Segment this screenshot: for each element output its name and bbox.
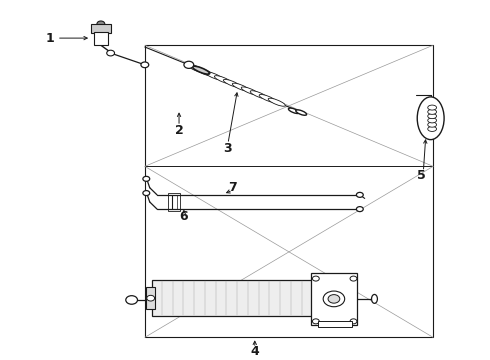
Text: 5: 5: [416, 169, 425, 182]
Text: 7: 7: [228, 181, 237, 194]
Ellipse shape: [232, 83, 249, 91]
Ellipse shape: [428, 122, 437, 127]
Circle shape: [107, 50, 115, 56]
Ellipse shape: [196, 68, 214, 76]
Circle shape: [350, 319, 357, 324]
Ellipse shape: [259, 94, 276, 103]
Text: 1: 1: [45, 32, 54, 45]
Ellipse shape: [428, 114, 437, 118]
Ellipse shape: [188, 64, 205, 72]
Ellipse shape: [296, 110, 307, 115]
Ellipse shape: [428, 109, 437, 114]
Ellipse shape: [428, 126, 437, 131]
Bar: [152, 280, 314, 316]
Circle shape: [356, 192, 363, 197]
Circle shape: [350, 276, 357, 281]
Circle shape: [141, 62, 149, 68]
Circle shape: [147, 295, 155, 301]
Bar: [311, 273, 357, 325]
Ellipse shape: [289, 108, 299, 113]
Ellipse shape: [250, 91, 268, 99]
Circle shape: [328, 294, 340, 303]
Circle shape: [356, 207, 363, 212]
Bar: [91, 24, 111, 33]
Bar: [168, 193, 180, 211]
Ellipse shape: [241, 87, 259, 95]
Ellipse shape: [428, 118, 437, 123]
Text: 4: 4: [250, 345, 259, 358]
Circle shape: [97, 21, 105, 27]
Ellipse shape: [371, 294, 377, 303]
Circle shape: [126, 296, 138, 304]
Circle shape: [323, 291, 344, 307]
Ellipse shape: [215, 76, 232, 84]
Ellipse shape: [428, 105, 437, 110]
Circle shape: [313, 276, 319, 281]
Ellipse shape: [417, 97, 444, 140]
Text: 2: 2: [174, 124, 183, 137]
Circle shape: [313, 319, 319, 324]
Bar: [318, 321, 352, 327]
Bar: [147, 288, 155, 309]
Bar: [94, 32, 108, 45]
Circle shape: [143, 176, 150, 181]
Ellipse shape: [205, 72, 222, 80]
Ellipse shape: [193, 66, 210, 74]
Text: 6: 6: [180, 211, 188, 224]
Circle shape: [184, 61, 194, 68]
Text: 3: 3: [223, 142, 232, 155]
Ellipse shape: [223, 80, 241, 87]
Circle shape: [143, 190, 150, 195]
Ellipse shape: [268, 98, 285, 106]
